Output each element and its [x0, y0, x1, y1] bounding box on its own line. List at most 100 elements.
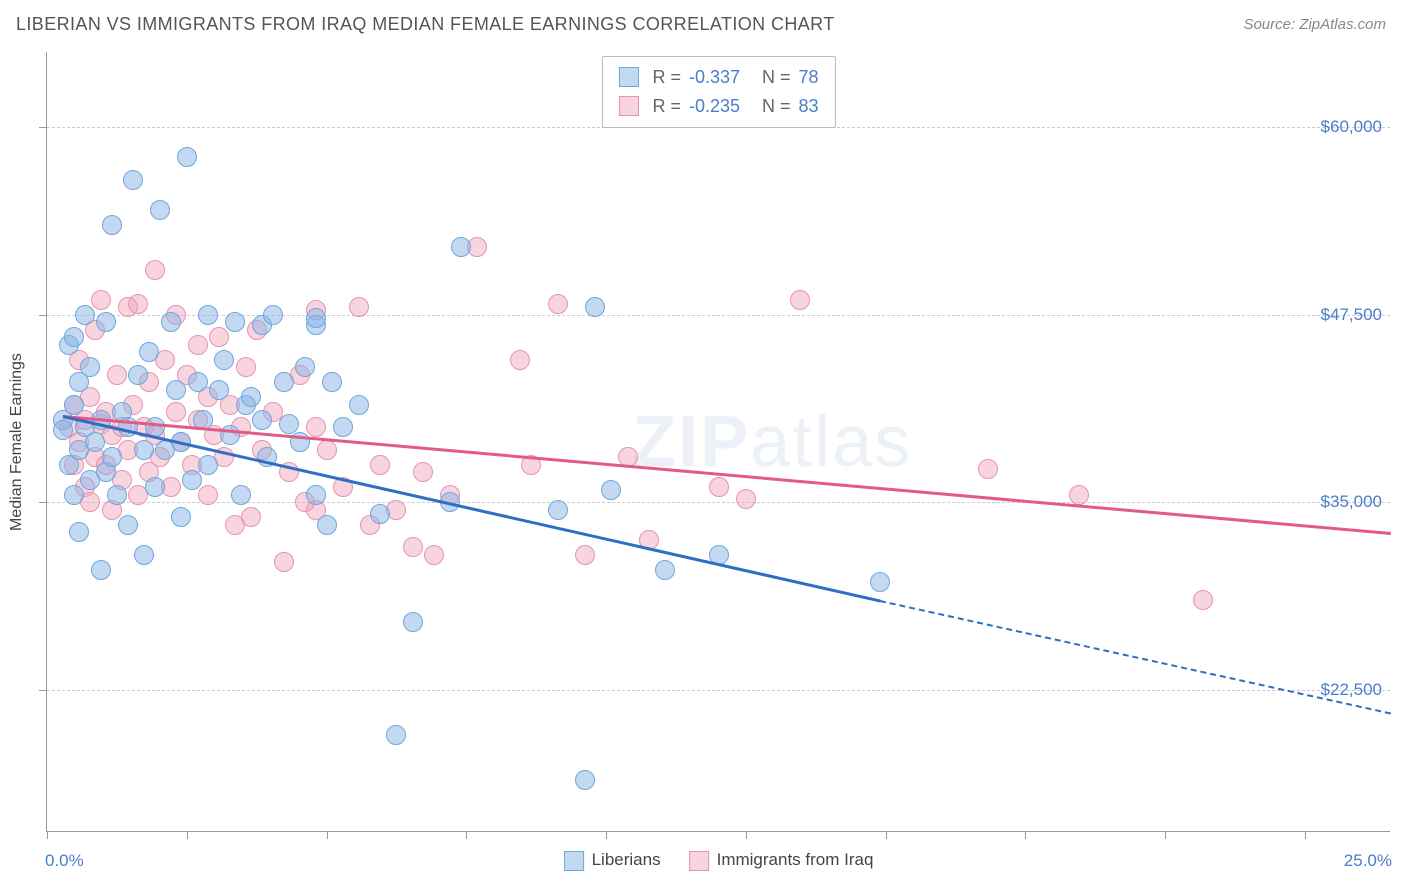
chart-title: LIBERIAN VS IMMIGRANTS FROM IRAQ MEDIAN … — [16, 14, 835, 35]
data-point — [231, 485, 251, 505]
data-point — [198, 455, 218, 475]
stats-row-liberians: R =-0.337 N =78 — [618, 63, 818, 92]
data-point — [709, 477, 729, 497]
source-label: Source: ZipAtlas.com — [1243, 16, 1386, 33]
swatch-icon — [564, 851, 584, 871]
data-point — [413, 462, 433, 482]
data-point — [279, 414, 299, 434]
data-point — [69, 522, 89, 542]
data-point — [349, 297, 369, 317]
data-point — [601, 480, 621, 500]
data-point — [102, 447, 122, 467]
data-point — [403, 537, 423, 557]
data-point — [182, 470, 202, 490]
data-point — [252, 410, 272, 430]
data-point — [107, 485, 127, 505]
data-point — [145, 477, 165, 497]
data-point — [317, 515, 337, 535]
data-point — [263, 305, 283, 325]
data-point — [214, 350, 234, 370]
data-point — [161, 312, 181, 332]
data-point — [870, 572, 890, 592]
data-point — [317, 440, 337, 460]
data-point — [64, 327, 84, 347]
data-point — [85, 432, 105, 452]
data-point — [736, 489, 756, 509]
data-point — [64, 395, 84, 415]
data-point — [107, 365, 127, 385]
data-point — [424, 545, 444, 565]
y-tick-label: $60,000 — [1321, 117, 1382, 137]
y-tick-label: $35,000 — [1321, 492, 1382, 512]
data-point — [241, 507, 261, 527]
y-axis-title: Median Female Earnings — [8, 353, 26, 531]
legend-item-iraq: Immigrants from Iraq — [689, 850, 874, 871]
data-point — [225, 312, 245, 332]
data-point — [403, 612, 423, 632]
data-point — [166, 402, 186, 422]
data-point — [295, 357, 315, 377]
data-point — [322, 372, 342, 392]
data-point — [188, 335, 208, 355]
data-point — [370, 455, 390, 475]
swatch-icon — [618, 67, 638, 87]
data-point — [91, 290, 111, 310]
data-point — [128, 294, 148, 314]
data-point — [128, 365, 148, 385]
x-min-label: 0.0% — [45, 851, 84, 871]
data-point — [209, 327, 229, 347]
data-point — [306, 485, 326, 505]
data-point — [333, 417, 353, 437]
data-point — [274, 552, 294, 572]
data-point — [306, 308, 326, 328]
swatch-icon — [618, 96, 638, 116]
data-point — [575, 770, 595, 790]
data-point — [1069, 485, 1089, 505]
data-point — [150, 200, 170, 220]
y-tick-label: $22,500 — [1321, 680, 1382, 700]
y-tick-label: $47,500 — [1321, 305, 1382, 325]
data-point — [349, 395, 369, 415]
data-point — [198, 485, 218, 505]
stats-row-iraq: R =-0.235 N =83 — [618, 92, 818, 121]
data-point — [145, 260, 165, 280]
data-point — [548, 294, 568, 314]
data-point — [209, 380, 229, 400]
data-point — [370, 504, 390, 524]
swatch-icon — [689, 851, 709, 871]
data-point — [188, 372, 208, 392]
x-max-label: 25.0% — [1344, 851, 1392, 871]
legend-item-liberians: Liberians — [564, 850, 661, 871]
data-point — [177, 147, 197, 167]
data-point — [220, 425, 240, 445]
data-point — [510, 350, 530, 370]
data-point — [575, 545, 595, 565]
data-point — [241, 387, 261, 407]
data-point — [96, 312, 116, 332]
data-point — [134, 440, 154, 460]
data-point — [548, 500, 568, 520]
data-point — [91, 560, 111, 580]
data-point — [306, 417, 326, 437]
data-point — [236, 357, 256, 377]
trend-line — [63, 415, 1391, 534]
data-point — [790, 290, 810, 310]
data-point — [139, 342, 159, 362]
data-point — [655, 560, 675, 580]
data-point — [134, 545, 154, 565]
legend-footer: Liberians Immigrants from Iraq — [564, 850, 874, 871]
data-point — [75, 305, 95, 325]
data-point — [978, 459, 998, 479]
data-point — [64, 485, 84, 505]
data-point — [166, 380, 186, 400]
data-point — [451, 237, 471, 257]
scatter-chart: Median Female Earnings $22,500$35,000$47… — [46, 52, 1390, 832]
data-point — [198, 305, 218, 325]
data-point — [80, 357, 100, 377]
stats-legend: R =-0.337 N =78 R =-0.235 N =83 — [601, 56, 835, 128]
data-point — [102, 215, 122, 235]
data-point — [118, 515, 138, 535]
trend-line — [880, 600, 1391, 714]
data-point — [53, 420, 73, 440]
data-point — [1193, 590, 1213, 610]
